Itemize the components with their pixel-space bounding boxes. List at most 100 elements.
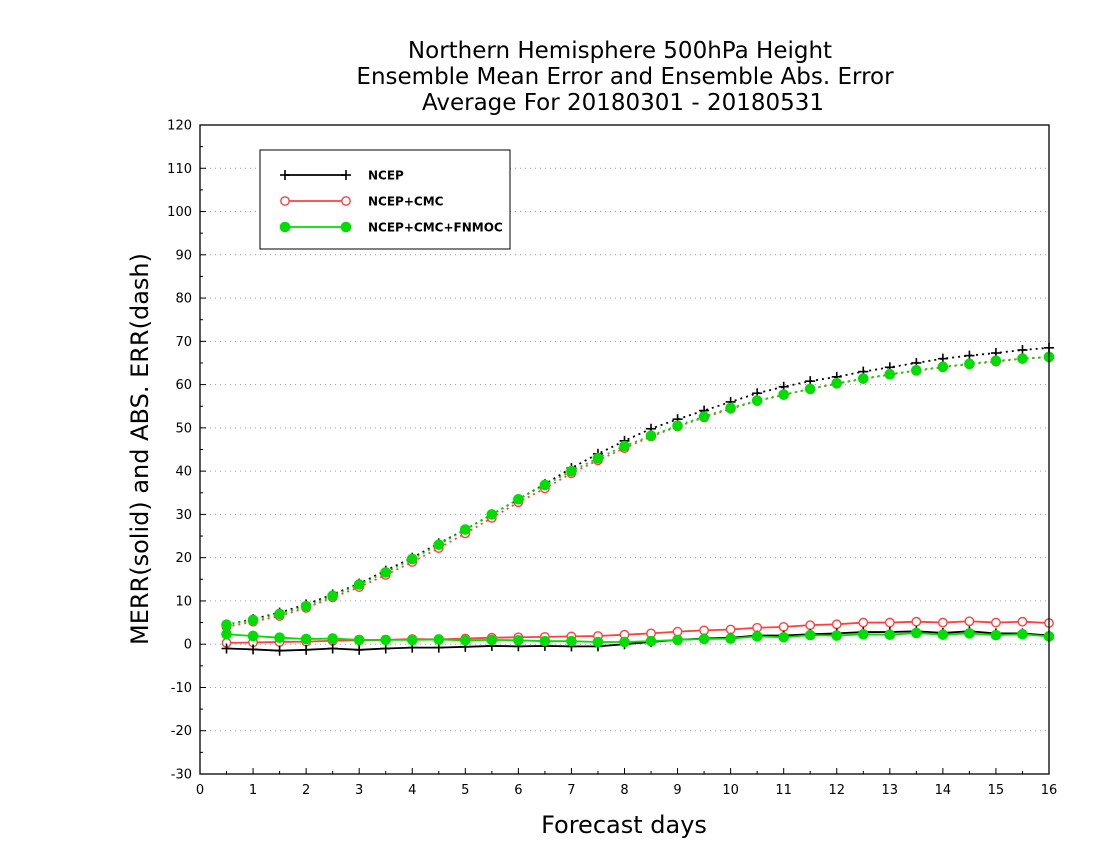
x-tick-label: 12: [828, 783, 845, 798]
ncep-cmc-fnmoc-abs-err-point: [274, 608, 285, 620]
x-tick-label: 16: [1041, 783, 1058, 798]
ncep-cmc-fnmoc-merr-point: [698, 633, 710, 645]
ncep-cmc-merr-point: [858, 617, 869, 628]
ncep-cmc-merr-point: [699, 625, 709, 636]
ncep-cmc-abs-err-line: [226, 356, 1050, 628]
ncep-abs-err-line: [226, 346, 1050, 626]
ncep-cmc-merr-point: [1017, 616, 1028, 627]
ncep-cmc-merr-point: [805, 620, 816, 631]
ncep-cmc-merr-point: [911, 616, 922, 627]
ncep-merr-point: [327, 643, 338, 654]
y-tick-label: -30: [171, 768, 192, 783]
ncep-merr-point: [221, 643, 232, 654]
x-tick-label: 1: [249, 783, 257, 798]
x-tick-label: 10: [722, 783, 739, 798]
ncep-cmc-merr-point: [937, 617, 948, 628]
ncep-cmc-fnmoc-merr-point: [486, 634, 498, 646]
ncep-cmc-fnmoc-abs-err-point: [1017, 353, 1028, 364]
y-tick-label: 110: [167, 162, 192, 177]
legend-marker-ncep-cmc: [280, 196, 290, 206]
ncep-cmc-fnmoc-merr-point: [247, 630, 259, 642]
ncep-merr-point: [248, 644, 259, 655]
ncep-cmc-fnmoc-abs-err-point: [513, 493, 524, 505]
x-tick-label: 2: [302, 783, 310, 798]
ncep-cmc-fnmoc-abs-err-point: [857, 373, 869, 384]
ncep-cmc-fnmoc-abs-err-point: [300, 600, 312, 612]
legend-box: [259, 149, 511, 250]
ncep-cmc-fnmoc-abs-err-point: [619, 440, 630, 452]
ncep-cmc-fnmoc-abs-err-point: [460, 524, 471, 535]
ncep-cmc-fnmoc-abs-err-point: [911, 365, 922, 376]
ncep-cmc-fnmoc-merr-point: [513, 635, 524, 646]
ncep-cmc-fnmoc-merr-point: [300, 633, 312, 645]
ncep-cmc-fnmoc-abs-err-point: [964, 358, 975, 370]
ncep-cmc-fnmoc-merr-point: [778, 631, 789, 643]
y-tick-label: 90: [175, 248, 192, 263]
ncep-cmc-fnmoc-merr-point: [911, 627, 922, 639]
y-tick-label: 0: [184, 638, 192, 653]
ncep-cmc-fnmoc-merr-point: [592, 636, 604, 648]
ncep-cmc-fnmoc-merr-point: [725, 633, 736, 644]
legend-marker-ncep-cmc-fnmoc: [340, 221, 352, 233]
ncep-cmc-fnmoc-abs-err-point: [380, 567, 392, 578]
ncep-cmc-fnmoc-merr-point: [274, 632, 285, 644]
y-tick-label: 120: [167, 119, 192, 134]
legend-marker-ncep: [280, 170, 290, 180]
ncep-cmc-fnmoc-abs-err-point: [433, 539, 445, 550]
ncep-cmc-fnmoc-abs-err-point: [672, 420, 683, 432]
ncep-cmc-fnmoc-merr-point: [380, 634, 392, 646]
x-tick-label: 13: [882, 783, 899, 798]
legend: NCEP NCEP+CMC NCEP+CMC+FNMOC: [259, 149, 511, 250]
ncep-cmc-fnmoc-abs-err-point: [539, 479, 551, 491]
x-tick-label: 0: [196, 783, 204, 798]
ncep-cmc-fnmoc-abs-err-point: [353, 579, 365, 590]
ncep-merr-point: [274, 645, 285, 656]
ncep-cmc-fnmoc-abs-err-point: [831, 378, 843, 389]
ncep-cmc-fnmoc-abs-err-point: [751, 395, 763, 406]
y-tick-label: 70: [175, 335, 192, 350]
ncep-cmc-fnmoc-abs-err-point: [990, 355, 1002, 367]
legend-label-ncep: NCEP: [368, 169, 404, 183]
ncep-cmc-fnmoc-merr-point: [566, 635, 577, 647]
ncep-cmc-fnmoc-merr-point: [1017, 628, 1028, 640]
ncep-cmc-fnmoc-abs-err-point: [221, 619, 232, 631]
y-tick-label: 50: [175, 421, 192, 436]
x-tick-label: 14: [935, 783, 952, 798]
x-tick-label: 9: [673, 783, 681, 798]
ncep-cmc-fnmoc-merr-point: [460, 635, 471, 646]
ncep-abs-err-point: [1017, 344, 1028, 355]
y-tick-label: 80: [175, 292, 192, 307]
ncep-cmc-merr-point: [778, 621, 789, 632]
ncep-cmc-fnmoc-merr-point: [539, 635, 551, 647]
x-tick-label: 11: [775, 783, 792, 798]
x-axis-title: Forecast days: [541, 811, 707, 839]
ncep-cmc-fnmoc-abs-err-point: [406, 553, 418, 565]
ncep-cmc-fnmoc-abs-err-point: [566, 465, 577, 477]
title-line-1: Northern Hemisphere 500hPa Height: [408, 38, 832, 64]
ncep-cmc-fnmoc-merr-point: [645, 635, 657, 647]
x-tick-label: 7: [567, 783, 575, 798]
ncep-merr-point: [301, 644, 312, 655]
ncep-cmc-fnmoc-abs-err-point: [804, 383, 816, 395]
y-tick-label: 30: [175, 508, 192, 523]
ncep-cmc-fnmoc-merr-point: [221, 628, 232, 640]
y-tick-label: 60: [175, 378, 192, 393]
x-tick-label: 5: [461, 783, 469, 798]
ncep-cmc-fnmoc-merr-point: [619, 636, 630, 648]
y-tick-label: -20: [171, 724, 192, 739]
ncep-cmc-fnmoc-abs-err-line: [226, 356, 1050, 626]
y-tick-label: -10: [171, 681, 192, 696]
x-tick-label: 6: [514, 783, 522, 798]
x-tick-label: 4: [408, 783, 416, 798]
ncep-cmc-fnmoc-abs-err-point: [778, 389, 789, 400]
ncep-cmc-fnmoc-merr-point: [433, 634, 445, 645]
series-group: [221, 342, 1055, 656]
x-tick-label: 15: [988, 783, 1005, 798]
title-line-2: Ensemble Mean Error and Ensemble Abs. Er…: [356, 64, 894, 90]
y-tick-label: 100: [167, 205, 192, 220]
legend-marker-ncep: [341, 170, 351, 180]
x-tick-label: 3: [355, 783, 363, 798]
legend-label-ncep-cmc: NCEP+CMC: [368, 195, 444, 209]
ncep-cmc-fnmoc-abs-err-point: [486, 509, 498, 520]
